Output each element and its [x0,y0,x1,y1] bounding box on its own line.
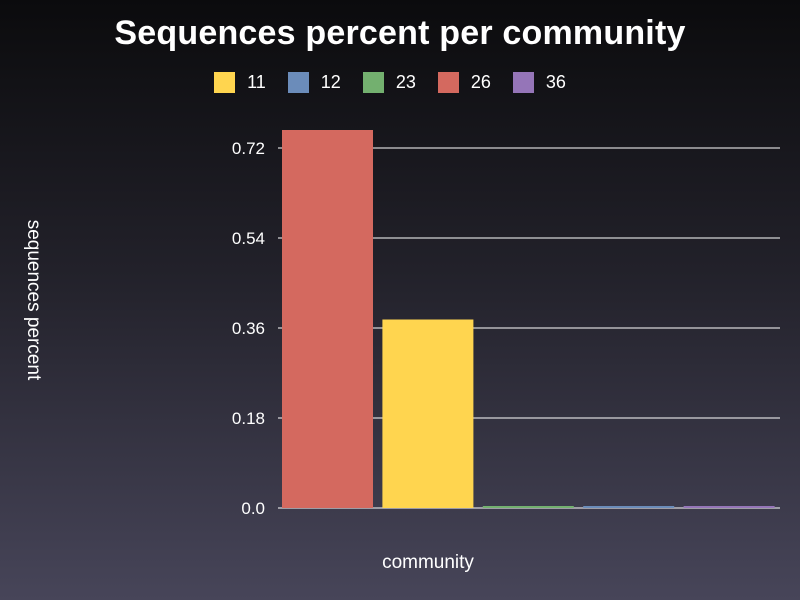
legend-swatch [214,72,236,93]
legend-item-11: 11 [214,72,266,93]
legend-item-26: 26 [437,72,491,93]
chart-title: Sequences percent per community [114,14,686,52]
legend-swatch [287,72,309,93]
bar-36 [683,506,775,508]
bar-11 [382,319,474,508]
legend-swatch [512,72,534,93]
legend-label: 26 [470,72,491,92]
legend-label: 12 [320,72,341,92]
legend-item-23: 23 [362,72,416,93]
bar-12 [583,506,675,508]
legend-swatch [437,72,459,93]
legend: 11 12 23 26 36 [0,72,790,93]
legend-item-12: 12 [287,72,341,93]
y-tick-label: 0.0 [241,499,265,518]
y-tick-label: 0.54 [232,229,265,248]
legend-swatch [362,72,384,93]
y-tick-label: 0.36 [232,319,265,338]
bar-26 [282,130,373,508]
y-tick-label: 0.18 [232,409,265,428]
x-axis-label: community [382,552,474,573]
legend-label: 23 [395,72,416,92]
y-tick-label: 0.72 [232,139,265,158]
legend-label: 11 [247,72,266,92]
bar-23 [482,506,574,508]
legend-label: 36 [545,72,566,92]
legend-item-36: 36 [512,72,566,93]
